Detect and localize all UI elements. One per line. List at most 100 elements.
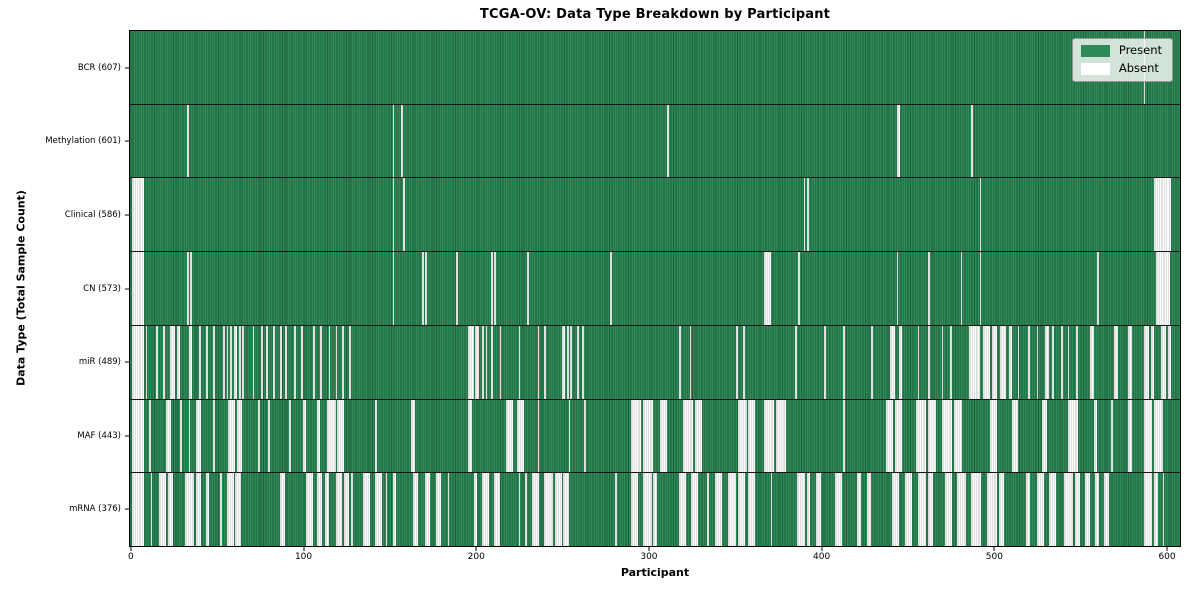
absent-stripe [1036,473,1044,547]
absent-stripe [1090,325,1094,399]
absent-stripe [737,399,747,473]
absent-stripe [798,252,801,325]
absent-stripe [979,252,982,325]
absent-stripe [328,325,331,399]
absent-stripe [392,473,396,547]
absent-stripe [806,178,809,252]
x-tick-label-0: 0 [127,552,134,562]
absent-stripe [945,473,953,547]
absent-stripe [288,399,291,473]
x-tick-mark [993,547,995,552]
absent-stripe [482,325,485,399]
absent-stripe [300,325,303,399]
absent-stripe [242,325,244,399]
x-tick-label-400: 400 [813,552,831,562]
absent-stripe [843,399,845,473]
absent-stripe [915,399,927,473]
absent-stripe [737,473,745,547]
absent-stripe [679,325,681,399]
absent-stripe [889,325,896,399]
absent-stripe [544,325,547,399]
absent-stripe [998,473,1004,547]
absent-stripe [131,325,144,399]
x-tick-label-200: 200 [467,552,485,562]
absent-stripe [475,325,479,399]
absent-stripe [131,473,144,547]
absent-stripe [268,399,270,473]
absent-stripe [563,473,569,547]
absent-stripe [294,325,296,399]
absent-stripe [532,473,540,547]
absent-stripe [1009,325,1013,399]
absent-stripe [273,325,276,399]
absent-stripe [344,473,350,547]
y-tick-mark [124,140,129,142]
absent-stripe [1095,473,1099,547]
absent-stripe [1052,325,1054,399]
row-mrna [130,472,1180,547]
absent-stripe [186,252,189,325]
absent-stripe [230,325,232,399]
absent-stripe [763,399,775,473]
absent-stripe [1154,473,1158,547]
absent-stripe [1060,325,1063,399]
absent-stripe [691,473,699,547]
absent-stripe [199,325,201,399]
x-tick-mark [821,547,823,552]
absent-stripe [516,399,524,473]
absent-stripe [953,399,963,473]
absent-stripe [155,325,158,399]
absent-stripe [190,252,193,325]
absent-stripe [468,399,472,473]
absent-stripe [630,399,642,473]
absent-stripe [468,325,474,399]
absent-stripe [506,399,514,473]
absent-stripe [261,325,263,399]
absent-stripe [679,473,687,547]
absent-stripe [886,399,894,473]
absent-stripe [537,325,540,399]
absent-stripe [223,325,225,399]
absent-stripe [219,473,222,547]
x-tick-label-600: 600 [1158,552,1176,562]
absent-stripe [425,252,428,325]
absent-stripe [235,473,241,547]
absent-stripe [667,104,669,178]
absent-stripe [1012,399,1018,473]
absent-stripe [306,473,314,547]
absent-stripe [927,325,930,399]
absent-stripe [927,399,937,473]
absent-stripe [895,399,902,473]
absent-stripe [715,473,723,547]
absent-stripe [195,399,201,473]
absent-stripe [257,399,260,473]
absent-stripe [1143,325,1149,399]
legend-label-absent: Absent [1118,61,1159,76]
absent-stripe [473,473,478,547]
absent-stripe [525,473,528,547]
absent-stripe [302,399,307,473]
absent-stripe [280,473,286,547]
absent-stripe [335,473,343,547]
y-tick-label-cn: CN (573) [83,283,121,294]
absent-stripe [176,325,181,399]
absent-stripe [1048,473,1056,547]
absent-stripe [990,399,997,473]
absent-stripe [806,473,811,547]
absent-stripe [941,325,944,399]
absent-stripe [1114,325,1118,399]
absent-stripe [1045,325,1049,399]
absent-stripe [896,104,901,178]
absent-stripe [316,399,320,473]
absent-stripe [770,473,773,547]
absent-stripe [1017,325,1020,399]
absent-stripe [870,325,873,399]
absent-stripe [1150,325,1155,399]
absent-stripe [342,325,345,399]
absent-stripe [568,399,571,473]
absent-stripe [1128,399,1132,473]
y-tick-label-bcr: BCR (607) [77,62,121,73]
absent-stripe [1064,473,1073,547]
absent-stripe [148,399,151,473]
